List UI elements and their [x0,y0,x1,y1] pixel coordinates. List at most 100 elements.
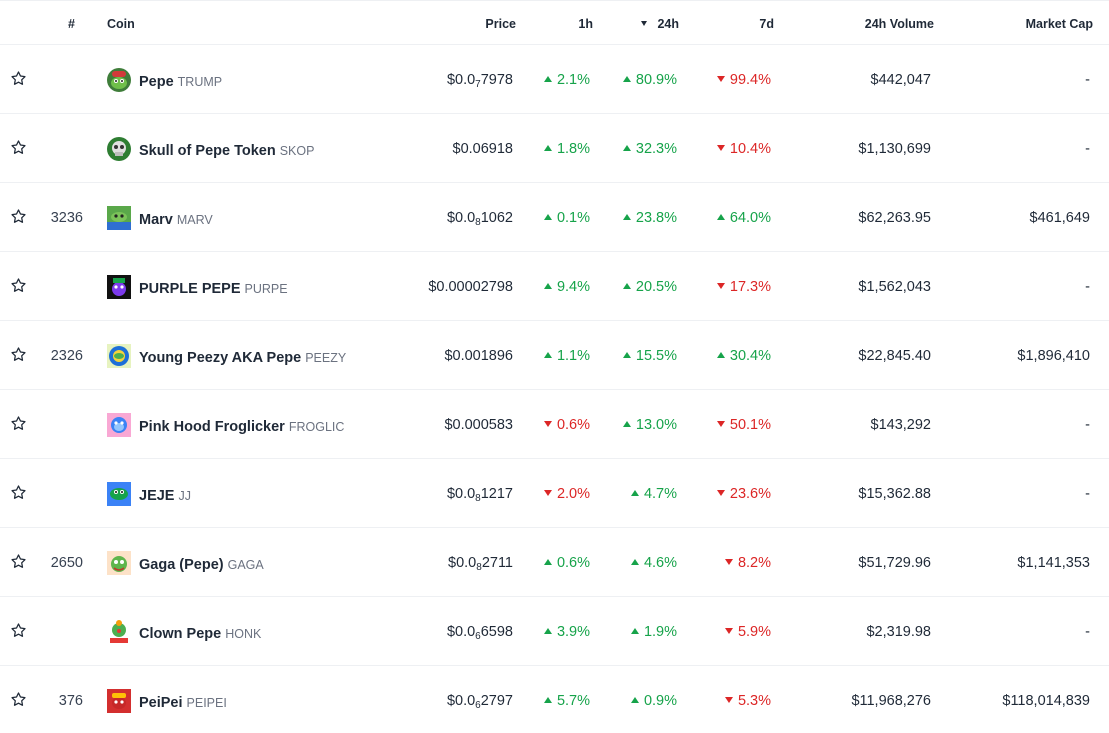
table-header: # Coin Price 1h 24h 7d 24h Volume Market… [0,0,1109,45]
coin-link[interactable]: Pink Hood Froglicker FROGLIC [107,413,344,437]
change-1h: 5.7% [543,692,590,710]
table-row[interactable]: JEJE JJ $0.081217 2.0% 4.7% 23.6% $15,362.88 - [0,459,1109,528]
caret-up-icon [622,145,631,151]
header-market-cap[interactable]: Market Cap [1025,17,1093,31]
header-volume[interactable]: 24h Volume [864,17,934,31]
table-row[interactable]: Pepe TRUMP $0.077978 2.1% 80.9% 99.4% $442,047… [0,45,1109,114]
table-row[interactable]: Skull of Pepe Token SKOP $0.06918 1.8% 32.3%… [0,114,1109,183]
coin-link[interactable]: PeiPei PEIPEI [107,689,227,713]
volume-24h: $143,292 [870,417,931,433]
coin-rank: 2326 [50,348,83,364]
volume-24h: $2,319.98 [866,624,931,640]
market-cap: $1,896,410 [1017,348,1090,364]
star-icon[interactable] [10,484,27,501]
star-icon[interactable] [10,415,27,432]
change-24h: 20.5% [622,278,677,296]
table-row[interactable]: 2650 Gaga (Pepe) GAGA $0.082711 0.6% 4.6% 8.2%… [0,528,1109,597]
change-7d: 8.2% [724,554,771,572]
coin-name: Marv [139,211,173,228]
coin-symbol: JJ [178,488,191,503]
market-cap: - [1085,486,1090,502]
change-1h: 2.1% [543,71,590,89]
coin-rank: 376 [58,693,83,709]
coin-link[interactable]: PURPLE PEPE PURPE [107,275,288,299]
coin-symbol: TRUMP [177,74,223,89]
pepe-trump-logo [107,68,131,92]
change-1h: 2.0% [543,485,590,503]
header-price[interactable]: Price [485,17,516,31]
coin-link[interactable]: Skull of Pepe Token SKOP [107,137,315,161]
table-row[interactable]: PURPLE PEPE PURPE $0.00002798 9.4% 20.5% 17.3… [0,252,1109,321]
purple-pepe-logo [107,275,131,299]
caret-up-icon [622,421,631,427]
caret-up-icon [543,628,552,634]
coin-symbol: SKOP [279,143,315,158]
coin-link[interactable]: Young Peezy AKA Pepe PEEZY [107,344,346,368]
table-row[interactable]: 376 PeiPei PEIPEI $0.062797 5.7% 0.9% 5.3% $11,… [0,666,1109,733]
star-icon[interactable] [10,70,27,87]
star-icon[interactable] [10,622,27,639]
caret-down-icon [724,697,733,703]
caret-up-icon [543,559,552,565]
coin-price: $0.06918 [452,141,513,157]
volume-24h: $1,562,043 [858,279,931,295]
table-row[interactable]: 2326 Young Peezy AKA Pepe PEEZY $0.001896 1.… [0,321,1109,390]
peipei-logo [107,689,131,713]
coin-price: $0.001896 [444,348,513,364]
header-coin[interactable]: Coin [107,17,135,31]
clown-pepe-logo [107,620,131,644]
caret-up-icon [543,214,552,220]
coin-link[interactable]: Marv MARV [107,206,213,230]
coin-price: $0.062797 [446,693,513,711]
change-7d: 30.4% [716,347,771,365]
caret-up-icon [622,283,631,289]
change-24h: 80.9% [622,71,677,89]
coin-price: $0.077978 [446,72,513,90]
caret-down-icon [716,283,725,289]
coin-link[interactable]: Clown Pepe HONK [107,620,261,644]
header-rank[interactable]: # [68,17,75,31]
coin-symbol: GAGA [227,557,264,572]
caret-up-icon [622,214,631,220]
caret-up-icon [630,559,639,565]
caret-down-icon [543,490,552,496]
header-1h[interactable]: 1h [578,17,593,31]
caret-down-icon [716,421,725,427]
change-7d: 17.3% [716,278,771,296]
caret-up-icon [716,214,725,220]
coin-price: $0.082711 [448,555,513,573]
star-icon[interactable] [10,139,27,156]
table-row[interactable]: Clown Pepe HONK $0.066598 3.9% 1.9% 5.9% $2,31… [0,597,1109,666]
market-cap: - [1085,72,1090,88]
coin-name: PURPLE PEPE [139,280,241,297]
change-7d: 64.0% [716,209,771,227]
coin-name: Clown Pepe [139,625,222,642]
volume-24h: $1,130,699 [858,141,931,157]
volume-24h: $22,845.40 [858,348,931,364]
change-24h: 4.6% [630,554,677,572]
caret-down-icon [716,76,725,82]
star-icon[interactable] [10,277,27,294]
star-icon[interactable] [10,346,27,363]
coin-link[interactable]: Pepe TRUMP [107,68,223,92]
header-7d[interactable]: 7d [759,17,774,31]
coin-name: Skull of Pepe Token [139,142,276,159]
change-24h: 4.7% [630,485,677,503]
marv-logo [107,206,131,230]
header-24h[interactable]: 24h [641,16,679,32]
coin-link[interactable]: JEJE JJ [107,482,191,506]
table-row[interactable]: Pink Hood Froglicker FROGLIC $0.000583 0.6%… [0,390,1109,459]
caret-up-icon [543,697,552,703]
star-icon[interactable] [10,208,27,225]
caret-up-icon [543,76,552,82]
table-row[interactable]: 3236 Marv MARV $0.081062 0.1% 23.8% 64.0% $62,2… [0,183,1109,252]
star-icon[interactable] [10,691,27,708]
caret-down-icon [716,490,725,496]
coin-link[interactable]: Gaga (Pepe) GAGA [107,551,264,575]
caret-up-icon [543,352,552,358]
coin-price: $0.000583 [444,417,513,433]
change-7d: 50.1% [716,416,771,434]
star-icon[interactable] [10,553,27,570]
coin-name: Pink Hood Froglicker [139,418,285,435]
